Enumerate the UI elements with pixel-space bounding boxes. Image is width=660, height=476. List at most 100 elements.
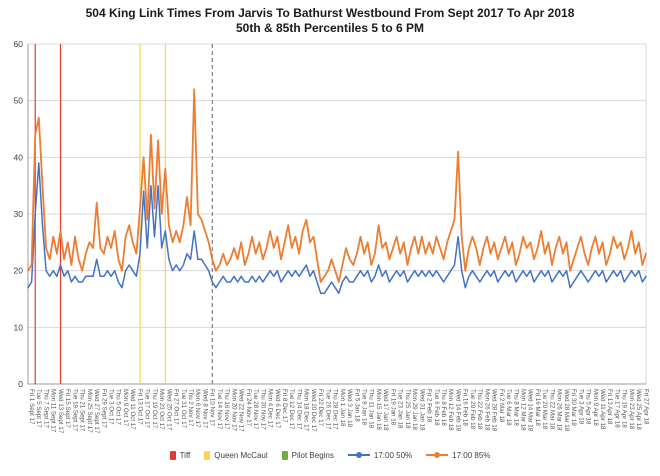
x-tick-label: Fri 30 Mar 18	[570, 389, 577, 426]
x-tick-label: Tue 3 Apr 18	[577, 389, 584, 425]
x-tick-label: Wed 3 Jan 18	[346, 389, 353, 428]
chart-title-line2: 50th & 85th Percentiles 5 to 6 PM	[235, 21, 425, 35]
y-tick-label: 20	[14, 266, 24, 276]
x-tick-label: Mon 29 Jan 18	[411, 389, 418, 430]
x-tick-label: Thu 19 Oct 17	[151, 389, 158, 429]
legend-line-marker	[426, 450, 449, 460]
x-tick-label: Fri 24 Nov 17	[245, 389, 252, 427]
x-tick-label: Wed 27 Sept 17	[93, 389, 100, 434]
x-tick-label: Thu 8 Mar 18	[512, 389, 519, 426]
legend-swatch	[204, 450, 211, 460]
x-tick-label: Mon 26 Feb 18	[483, 389, 490, 431]
x-tick-label: Mon 12 Feb 18	[447, 389, 454, 431]
x-tick-label: Fri 27 Oct 17	[173, 389, 180, 425]
x-tick-label: Wed 28 Mar 18	[563, 389, 570, 432]
x-tick-label: Thu 16 Nov 17	[223, 389, 230, 430]
y-tick-label: 10	[14, 322, 24, 332]
x-tick-label: Tue 17 Oct 17	[144, 389, 151, 429]
x-tick-label: Wed 22 Nov 17	[238, 389, 245, 432]
x-tick-label: Fri 29 Sept 17	[100, 389, 107, 428]
x-tick-label: Fri 16 Mar 18	[534, 389, 541, 426]
x-tick-label: Wed 25 Oct 17	[165, 389, 172, 431]
x-tick-label: Mon 1 Jan 18	[339, 389, 346, 427]
y-tick-label: 50	[14, 96, 24, 106]
x-tick-label: Fri 2 Mar 18	[498, 389, 505, 423]
legend-label: Pilot Begins	[291, 450, 334, 460]
x-tick-label: Mon 25 Sept 17	[86, 389, 93, 433]
x-tick-label: Thu 21 Sept 17	[79, 389, 86, 432]
x-tick-label: Fri 19 Jan 18	[389, 389, 396, 426]
x-tick-label: Mon 12 Mar 18	[520, 389, 527, 431]
chart-legend: Tiff Queen McCaul Pilot Begins 17:00 50% 17:…	[0, 444, 660, 466]
x-tick-label: Fri 13 Oct 17	[136, 389, 143, 425]
series-line-17-00-85-	[27, 88, 647, 283]
x-tick-label: Tue 17 Apr 18	[613, 389, 620, 428]
legend-item-pilot-begins: Pilot Begins	[281, 450, 334, 460]
x-tick-label: Fri 16 Feb 18	[462, 389, 469, 426]
x-tick-label: Thu 2 Nov 17	[187, 389, 194, 427]
x-tick-label: Wed 8 Nov 17	[201, 389, 208, 429]
x-tick-label: Tue 6 Mar 18	[505, 389, 512, 426]
x-tick-label: Fri 2 Feb 18	[426, 389, 433, 423]
x-tick-label: Thu 19 Apr 18	[621, 389, 628, 428]
x-tick-label: Wed 31 Jan 18	[418, 389, 425, 431]
x-tick-label: Wed 17 Jan 18	[382, 389, 389, 431]
x-tick-label: Tue 28 Nov 17	[252, 389, 259, 430]
y-tick-label: 0	[18, 379, 23, 389]
legend-swatch	[169, 450, 176, 460]
x-tick-label: Wed 20 Dec 17	[310, 389, 317, 432]
x-tick-label: Fri 10 Nov 17	[209, 389, 216, 427]
x-tick-label: Tue 31 Oct 17	[180, 389, 187, 429]
x-tick-label: Thu 5 Apr 18	[585, 389, 592, 425]
series-line-17-00-50-	[27, 162, 647, 295]
x-tick-label: Wed 14 Feb 18	[454, 389, 461, 432]
x-tick-label: Tue 14 Nov 17	[216, 389, 223, 430]
x-tick-label: Wed 14 Mar 18	[527, 389, 534, 432]
legend-item-17-00-85-: 17:00 85%	[426, 450, 490, 460]
legend-item-17-00-50-: 17:00 50%	[347, 450, 412, 460]
x-tick-label: Wed 25 Apr 18	[635, 389, 642, 430]
x-tick-label: Thu 30 Nov 17	[259, 389, 266, 430]
chart-title-line1: 504 King Link Times From Jarvis To Bathu…	[85, 6, 575, 20]
x-tick-label: Tue 5 Sept 17	[35, 389, 42, 428]
x-tick-label: Wed 11 Oct 17	[129, 389, 136, 430]
x-tick-label: Mon 26 Mar 18	[556, 389, 563, 431]
x-tick-label: Tue 20 Mar 18	[541, 389, 548, 430]
x-tick-label: Thu 8 Feb 18	[440, 389, 447, 426]
x-tick-label: Mon 23 Apr 18	[628, 389, 635, 430]
x-tick-label: Tue 19 Sept 17	[71, 389, 78, 432]
x-tick-label: Tue 26 Dec 17	[324, 389, 331, 430]
x-tick-label: Mon 11 Sept 17	[50, 389, 57, 433]
x-tick-label: Mon 9 Oct 17	[122, 389, 129, 427]
legend-swatch	[281, 450, 288, 460]
x-tick-label: Thu 5 Oct 17	[115, 389, 122, 425]
x-tick-label: Tue 6 Feb 18	[433, 389, 440, 426]
x-tick-label: Mon 20 Nov 17	[230, 389, 237, 432]
x-tick-label: Tue 12 Dec 17	[288, 389, 295, 430]
chart-title: 504 King Link Times From Jarvis To Bathu…	[0, 0, 660, 36]
legend-item-queen-mccaul: Queen McCaul	[204, 450, 268, 460]
x-tick-label: Wed 6 Dec 17	[274, 389, 281, 429]
x-tick-label: Thu 14 Dec 17	[295, 389, 302, 430]
x-tick-label: Fri 22 Dec 17	[317, 389, 324, 427]
x-tick-label: Fri 13 Apr 18	[606, 389, 613, 425]
legend-label: Queen McCaul	[214, 450, 268, 460]
y-tick-label: 60	[14, 39, 24, 49]
x-tick-label: Mon 15 Jan 18	[375, 389, 382, 430]
x-tick-label: Mon 18 Dec 17	[303, 389, 310, 432]
y-tick-label: 30	[14, 209, 24, 219]
x-tick-label: Mon 9 Apr 18	[592, 389, 599, 426]
x-tick-label: Fri 1 Sept 17	[28, 389, 35, 425]
y-tick-label: 40	[14, 152, 24, 162]
x-tick-label: Fri 15 Sept 17	[64, 389, 71, 428]
x-tick-label: Mon 6 Nov 17	[194, 389, 201, 428]
x-tick-label: Tue 3 Oct 17	[108, 389, 115, 425]
x-tick-label: Thu 25 Jan 18	[404, 389, 411, 429]
legend-line-marker	[347, 450, 370, 460]
x-tick-label: Thu 7 Sept 17	[42, 389, 49, 428]
x-tick-label: Mon 23 Oct 17	[158, 389, 165, 430]
x-tick-label: Thu 11 Jan 18	[368, 389, 375, 429]
x-tick-label: Thu 22 Feb 18	[476, 389, 483, 430]
